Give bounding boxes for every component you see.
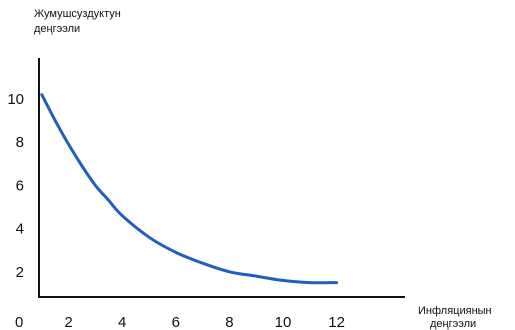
x-tick-label: 12 [328,314,345,330]
x-tick-label: 10 [275,314,292,330]
x-tick-label: 2 [64,314,72,330]
series-line [40,93,339,285]
x-axis-label-line-2: деңгээли [430,318,476,330]
y-axis-label-line-1: Жумушсуздуктун [34,8,121,20]
series-layer [40,93,339,285]
y-axis-label: Жумушсуздуктун деңгээли [34,8,121,35]
y-tick-label: 8 [16,134,24,151]
x-tick-label: 4 [118,314,126,330]
y-tick-label: 10 [7,91,24,108]
y-tick-label: 4 [16,221,24,238]
x-axis-label: Инфляциянын деңгээли [418,305,492,330]
x-tick-label: 8 [225,314,233,330]
y-tick-label: 2 [16,264,24,281]
x-axis-label-line-1: Инфляциянын [418,305,492,317]
y-axis-label-line-2: деңгээли [34,23,80,35]
x-tick-label: 6 [172,314,180,330]
y-tick-label: 6 [16,177,24,194]
origin-label: 0 [15,314,23,330]
tick-labels: 2 4 6 8 10 12 2 4 6 8 10 [7,91,345,330]
